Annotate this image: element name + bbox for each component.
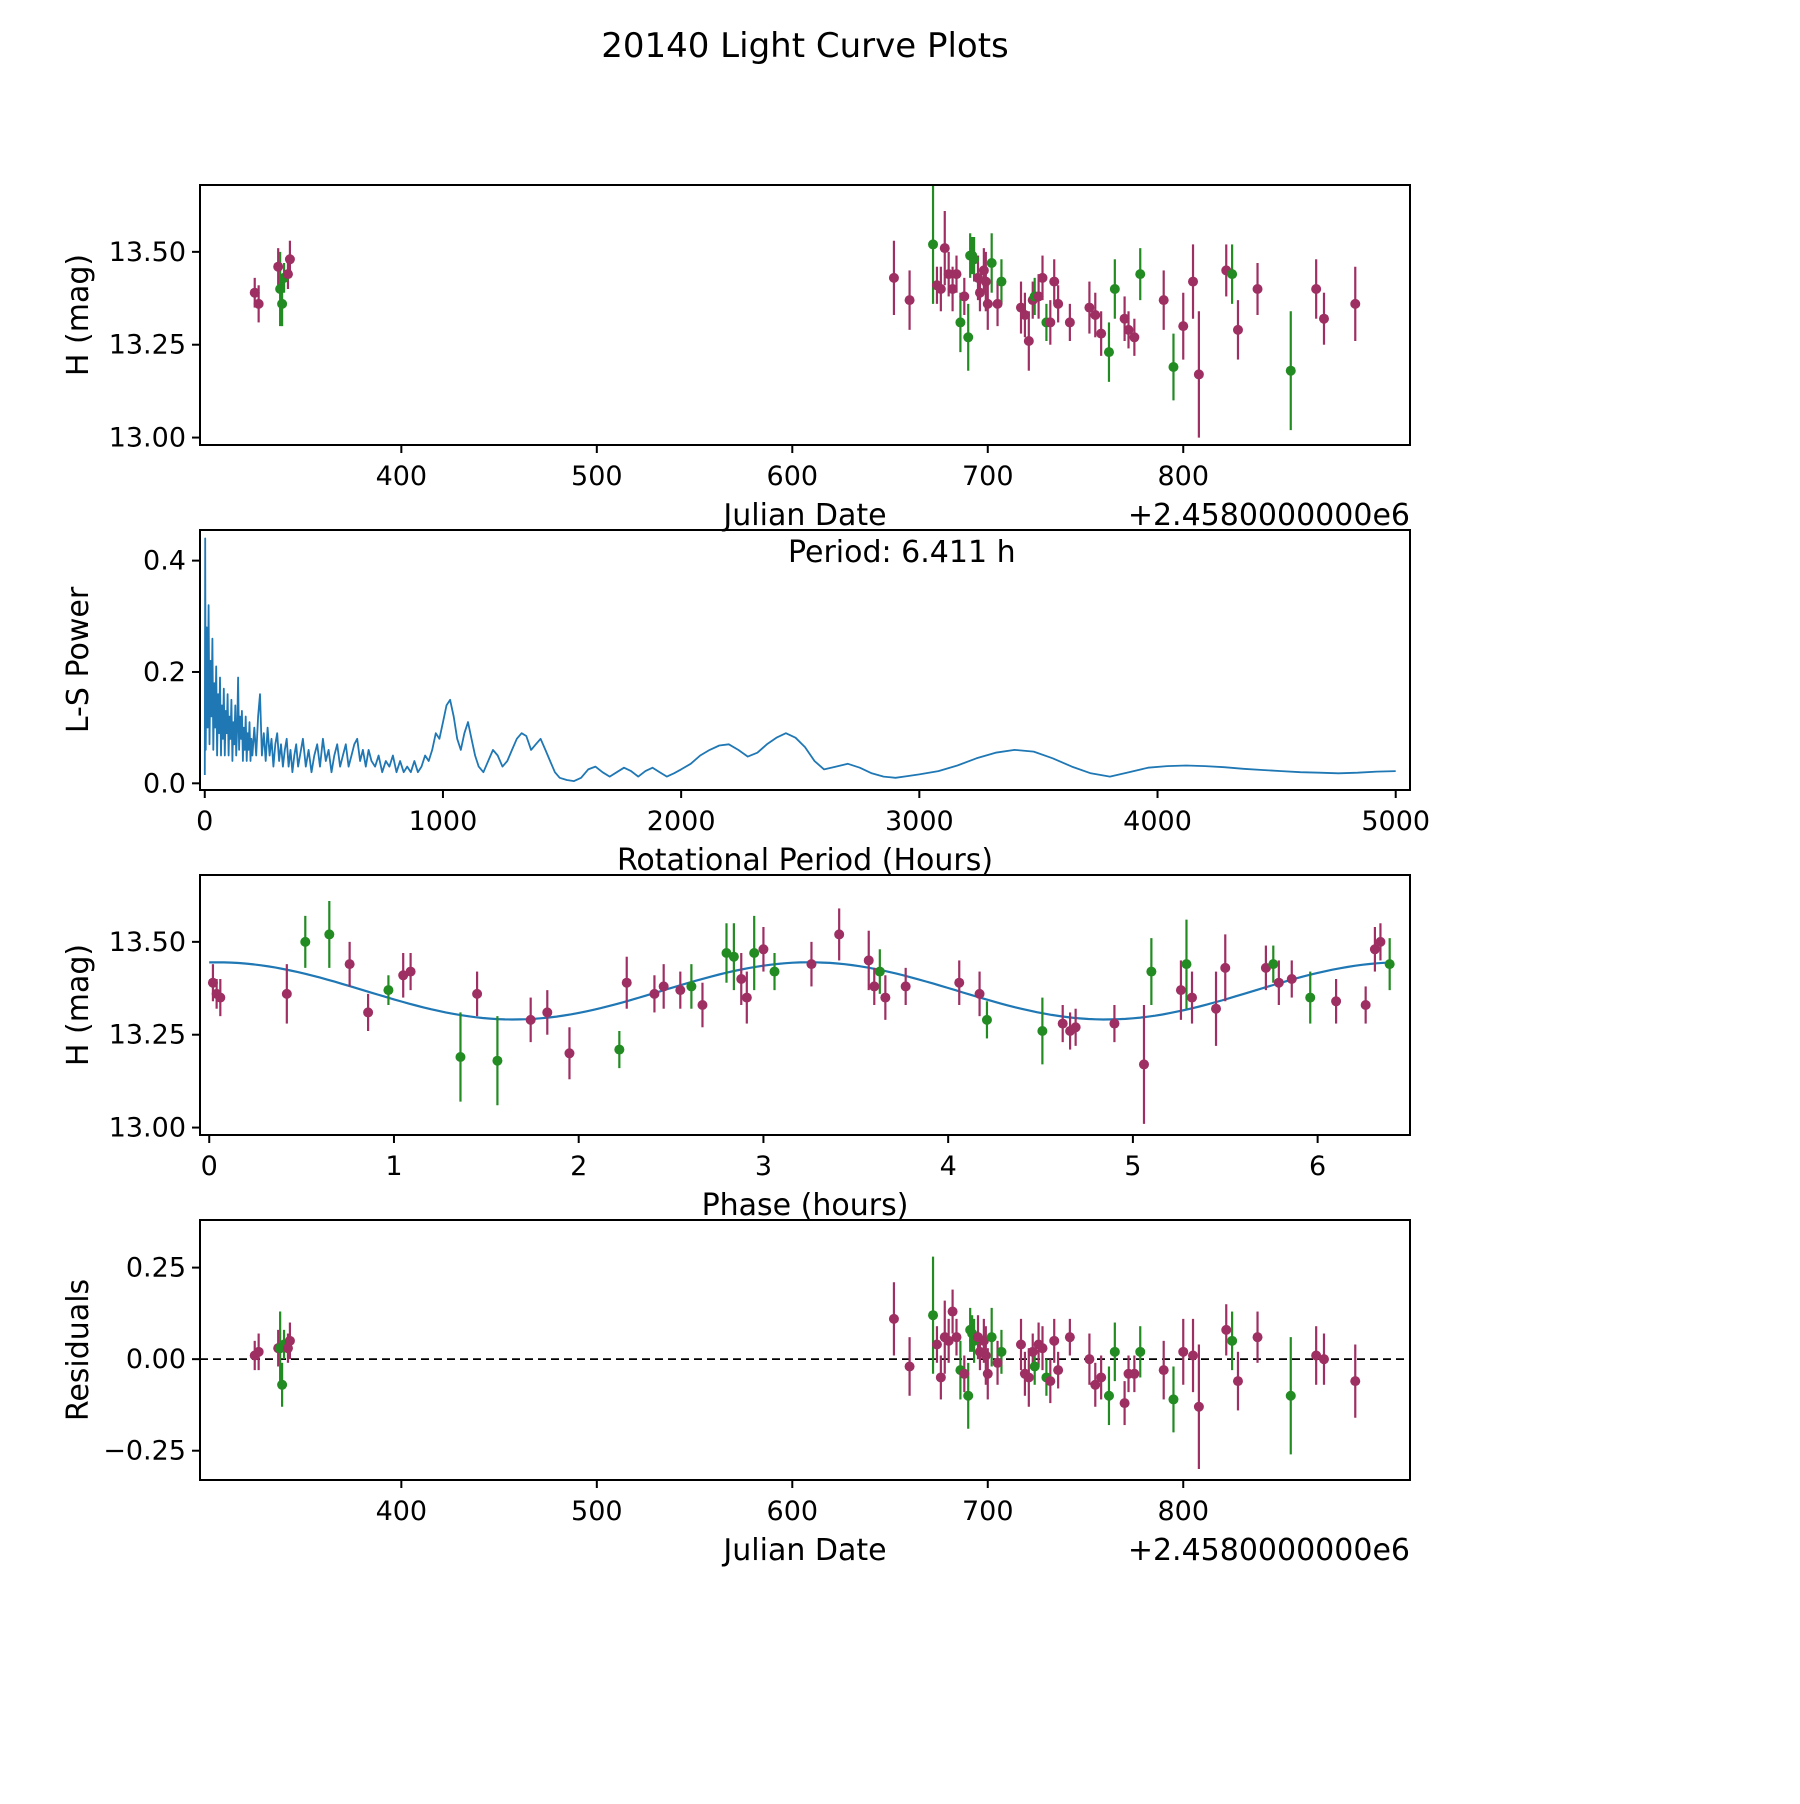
- y-axis-label: L-S Power: [61, 586, 96, 733]
- x-tick-label: 4000: [1123, 806, 1192, 837]
- axes-frame: [199, 1219, 1411, 1481]
- x-axis-label: Julian Date: [721, 1533, 886, 1568]
- data-points: [249, 1256, 1361, 1470]
- plot-data: [207, 901, 1395, 1124]
- x-axis-offset-label: +2.4580000000e6: [1128, 1533, 1410, 1568]
- plot-data: [249, 1256, 1361, 1470]
- y-tick-label: 13.25: [109, 1020, 186, 1051]
- sinusoid-fit-line: [209, 961, 1392, 1021]
- x-tick-label: 1: [385, 1151, 402, 1182]
- y-tick-label: −0.25: [103, 1436, 186, 1467]
- x-tick-label: 500: [571, 461, 623, 492]
- periodogram-line: [203, 537, 1396, 782]
- x-axis: 400 500 600 700 800: [376, 445, 1209, 492]
- y-tick-label: 0.2: [143, 657, 186, 688]
- data-points: [249, 185, 1361, 438]
- x-axis-offset-label: +2.4580000000e6: [1128, 498, 1410, 533]
- x-tick-label: 800: [1157, 461, 1209, 492]
- x-tick-label: 2: [570, 1151, 587, 1182]
- y-axis-label: H (mag): [61, 254, 96, 376]
- x-tick-label: 600: [767, 461, 819, 492]
- x-tick-label: 0: [196, 806, 213, 837]
- period-annotation: Period: 6.411 h: [788, 535, 1016, 570]
- panel-phase-folded: 0 1 2 3 4 5 6 13.00 13.25 13.50 Phase (hours) H (ma…: [61, 874, 1411, 1223]
- panel-lightcurve-jd: 400 500 600 700 800 13.00 13.25 13.50 Julian Dat…: [61, 184, 1411, 533]
- y-axis: −0.25 0.00 0.25: [103, 1253, 200, 1467]
- x-tick-label: 5000: [1361, 806, 1430, 837]
- axes-frame: [199, 874, 1411, 1136]
- y-axis-label: Residuals: [61, 1279, 96, 1421]
- axes-frame: [199, 184, 1411, 446]
- plot-data: [249, 185, 1361, 438]
- x-tick-label: 700: [962, 1496, 1014, 1527]
- axes-frame: [199, 529, 1411, 791]
- y-tick-label: 13.25: [109, 330, 186, 361]
- plot-data: [203, 537, 1396, 782]
- x-tick-label: 700: [962, 461, 1014, 492]
- y-axis: 13.00 13.25 13.50: [109, 237, 200, 454]
- x-axis: 0 1000 2000 3000 4000 5000: [196, 790, 1430, 837]
- x-tick-label: 6: [1309, 1151, 1326, 1182]
- y-tick-label: 13.50: [109, 927, 186, 958]
- y-tick-label: 13.00: [109, 423, 186, 454]
- x-tick-label: 0: [201, 1151, 218, 1182]
- x-axis: 0 1 2 3 4 5 6: [201, 1135, 1326, 1182]
- x-tick-label: 500: [571, 1496, 623, 1527]
- y-axis: 0.0 0.2 0.4: [143, 546, 200, 799]
- x-tick-label: 2000: [647, 806, 716, 837]
- x-tick-label: 4: [940, 1151, 957, 1182]
- x-axis: 400 500 600 700 800: [376, 1480, 1209, 1527]
- x-tick-label: 1000: [409, 806, 478, 837]
- x-tick-label: 5: [1124, 1151, 1141, 1182]
- y-tick-label: 0.00: [126, 1344, 186, 1375]
- x-tick-label: 600: [767, 1496, 819, 1527]
- x-axis-label: Rotational Period (Hours): [617, 843, 993, 878]
- y-tick-label: 0.0: [143, 768, 186, 799]
- x-tick-label: 400: [376, 1496, 428, 1527]
- y-axis: 13.00 13.25 13.50: [109, 927, 200, 1144]
- x-tick-label: 3: [755, 1151, 772, 1182]
- x-tick-label: 400: [376, 461, 428, 492]
- y-tick-label: 0.4: [143, 546, 186, 577]
- y-tick-label: 0.25: [126, 1253, 186, 1284]
- y-tick-label: 13.50: [109, 237, 186, 268]
- y-axis-label: H (mag): [61, 944, 96, 1066]
- x-axis-label: Phase (hours): [702, 1188, 909, 1223]
- x-tick-label: 3000: [885, 806, 954, 837]
- x-axis-label: Julian Date: [721, 498, 886, 533]
- y-tick-label: 13.00: [109, 1113, 186, 1144]
- panel-residuals: 400 500 600 700 800 −0.25 0.00 0.25 Julian Date +…: [61, 1219, 1411, 1568]
- figure-title: 20140 Light Curve Plots: [601, 26, 1009, 66]
- panel-periodogram: 0 1000 2000 3000 4000 5000 0.0 0.2 0.4 Rotational…: [61, 529, 1430, 878]
- x-tick-label: 800: [1157, 1496, 1209, 1527]
- data-points: [207, 901, 1395, 1124]
